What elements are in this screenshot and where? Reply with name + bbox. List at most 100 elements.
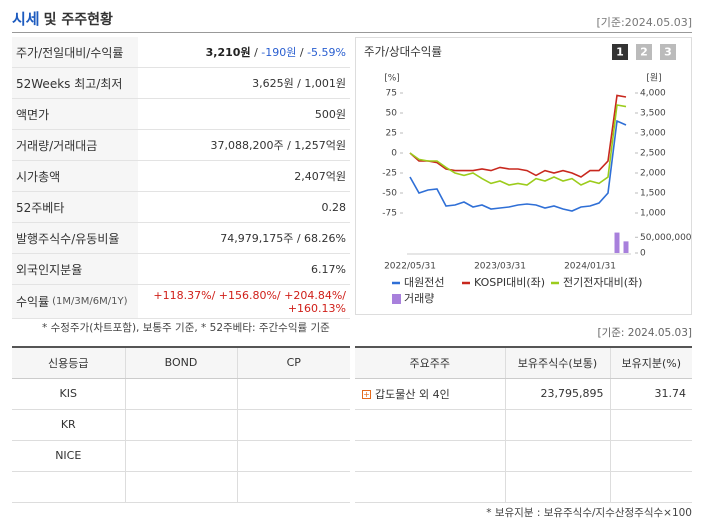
legend-label: KOSPI대비(좌) [474, 276, 545, 289]
chart-button[interactable] [636, 44, 652, 60]
agency: NICE [12, 440, 125, 472]
stake: 31.74 [609, 378, 692, 410]
y-tick-label: 0 [391, 149, 397, 159]
row-label: 액면가 [12, 99, 138, 129]
chart-button-label[interactable]: 3 [664, 46, 672, 59]
row-label: 외국인지분율 [12, 254, 138, 284]
row [355, 409, 692, 441]
header: 시세 및 주주현황 [기준:2024.05.03] [12, 8, 692, 33]
credit-table: 신용등급 BOND CP KIS KR NICE [12, 346, 350, 503]
price-row: 거래량/거래대금 37,088,200주 / 1,257억원 [12, 130, 350, 161]
chart: 주가/상대수익률 [%] [원] 75 50 25 0 -25 -50 -75 4,000 3,… [364, 44, 692, 305]
row: + 갑도물산 외 4인 23,795,895 31.74 [355, 378, 692, 410]
separator: / [296, 46, 308, 59]
y3-tick-label: 0 [640, 249, 646, 259]
chart-button[interactable] [612, 44, 628, 60]
chart-title: 주가/상대수익률 [364, 45, 442, 59]
y-tick-label: -75 [382, 209, 397, 219]
x-tick-label: 2024/01/31 [564, 262, 616, 272]
line-series [409, 119, 627, 212]
row-label: 발행주식수/유동비율 [12, 223, 138, 253]
price-table: 주가/전일대비/수익률 3,210원 / -190원 / -5.59% 52We… [12, 37, 350, 319]
row-value: 3,625원 / 1,001원 [252, 77, 346, 90]
holder-cell: + 갑도물산 외 4인 [355, 378, 505, 410]
row-value: 6.17% [311, 262, 346, 276]
line-series [409, 104, 627, 186]
header-cell: CP [236, 346, 350, 379]
y2-tick-label: 1,000 [640, 209, 666, 219]
section-title: 시세 [12, 10, 40, 28]
header-cell: 주요주주 [355, 346, 505, 379]
price-row: 액면가 500원 [12, 99, 350, 130]
row-label: 시가총액 [12, 161, 138, 191]
price-row: 외국인지분율 6.17% [12, 254, 350, 285]
holders-table: 주요주주 보유주식수(보통) 보유지분(%) + 갑도물산 외 4인 23,795,89… [355, 346, 692, 503]
row-label: 거래량/거래대금 [12, 130, 138, 160]
header-cell: BOND [124, 346, 237, 379]
row-label: 주가/전일대비/수익률 [12, 37, 138, 67]
legend-label: 전기전자대비(좌) [563, 276, 642, 289]
header-cell: 신용등급 [12, 346, 125, 379]
y-tick-label: -50 [382, 189, 397, 199]
x-tick-label: 2022/05/31 [384, 262, 436, 272]
row-sublabel: (1M/3M/6M/1Y) [52, 296, 128, 307]
chart-button[interactable] [660, 44, 676, 60]
y2-tick-label: 3,500 [640, 109, 666, 119]
y2-unit: [원] [646, 73, 661, 84]
row-label: 52주베타 [12, 192, 138, 222]
row: NICE [12, 440, 350, 472]
row [355, 471, 692, 503]
y2-tick-label: 1,500 [640, 189, 666, 199]
change: -190원 [261, 46, 297, 59]
y2-tick-label: 2,000 [640, 169, 666, 179]
row-value: +118.37%/ +156.80%/ +204.84%/ +160.13% [153, 288, 346, 315]
price-row: 발행주식수/유동비율 74,979,175주 / 68.26% [12, 223, 350, 254]
row-value: 74,979,175주 / 68.26% [220, 232, 346, 245]
y-tick-label: 75 [386, 89, 397, 99]
x-tick-label: 2023/03/31 [474, 262, 526, 272]
section-title-suffix: 및 주주현황 [43, 12, 113, 28]
header-cell: 보유주식수(보통) [504, 346, 610, 379]
expand-icon[interactable]: + [362, 390, 371, 399]
holder[interactable]: 갑도물산 외 4인 [375, 387, 450, 401]
chart-panel [355, 37, 692, 315]
price-row: 52주베타 0.28 [12, 192, 350, 223]
price-row: 시가총액 2,407억원 [12, 161, 350, 192]
chart-button-label[interactable]: 1 [616, 46, 624, 59]
row-label: 52Weeks 최고/최저 [12, 68, 138, 98]
volume-bar [614, 232, 620, 253]
volume-bar [623, 241, 629, 253]
chart-button-label[interactable]: 2 [640, 46, 648, 59]
y-tick-label: 25 [386, 129, 397, 139]
change-rate: -5.59% [307, 46, 346, 59]
y2-tick-label: 2,500 [640, 149, 666, 159]
header-row: 주요주주 보유주식수(보통) 보유지분(%) [355, 346, 692, 379]
price-row: 수익률 (1M/3M/6M/1Y) +118.37%/ +156.80%/ +20… [12, 285, 350, 319]
y-tick-label: -25 [382, 169, 397, 179]
shares: 23,795,895 [504, 378, 610, 410]
row-value: 37,088,200주 / 1,257억원 [210, 139, 346, 152]
as-of-date: [기준:2024.05.03] [596, 16, 692, 29]
y2-tick-label: 3,000 [640, 129, 666, 139]
separator: / [250, 46, 262, 59]
as-of-date: [기준: 2024.05.03] [597, 327, 692, 339]
y-tick-label: 50 [386, 109, 398, 119]
row-value: 0.28 [321, 200, 347, 214]
price-row: 주가/전일대비/수익률 3,210원 / -190원 / -5.59% [12, 37, 350, 68]
row-label-wrap: 수익률 (1M/3M/6M/1Y) [12, 285, 138, 318]
row-value: 2,407억원 [294, 170, 346, 183]
legend-label: 대원전선 [404, 276, 444, 289]
y2-tick-label: 4,000 [640, 89, 666, 99]
row [355, 440, 692, 472]
row-label: 수익률 [16, 295, 50, 309]
row: KIS [12, 378, 350, 410]
legend-swatch [392, 294, 401, 304]
header-cell: 보유지분(%) [609, 346, 692, 379]
price: 3,210원 [205, 46, 251, 59]
price-note: * 수정주가(차트포함), 보통주 기준, * 52주베타: 주간수익률 기준 [42, 322, 330, 334]
legend-label: 거래량 [404, 292, 434, 305]
row [12, 471, 350, 503]
header-row: 신용등급 BOND CP [12, 346, 350, 379]
y-unit: [%] [384, 74, 400, 84]
